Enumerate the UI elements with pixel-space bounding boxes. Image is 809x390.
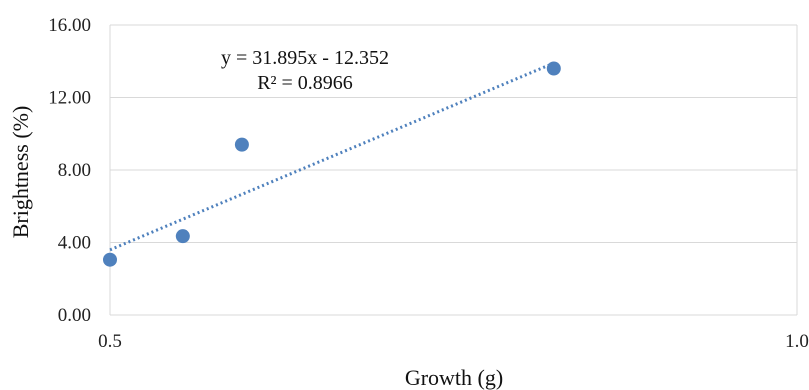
y-tick-label: 0.00 (58, 305, 91, 326)
data-point (234, 137, 249, 152)
data-points-layer (103, 61, 561, 267)
data-point (546, 61, 561, 76)
y-tick-label: 4.00 (58, 233, 91, 254)
y-tick-label: 8.00 (58, 160, 91, 181)
grid-layer (109, 24, 798, 316)
x-tick-label: 0.5 (98, 331, 122, 352)
data-point (175, 229, 190, 244)
trendline-equation: y = 31.895x - 12.352 (221, 47, 389, 69)
trendline-layer (109, 61, 555, 252)
y-axis-title: Brightness (%) (8, 106, 33, 239)
y-tick-label: 12.00 (48, 88, 91, 109)
trendline-r-squared: R² = 0.8966 (257, 72, 353, 94)
y-tick-label: 16.00 (48, 15, 91, 36)
x-axis-title: Growth (g) (405, 365, 503, 390)
x-tick-label: 1.0 (785, 331, 809, 352)
trendline (109, 61, 555, 252)
tick-labels-layer: 0.00 4.00 8.00 12.00 16.00 0.5 1.0 (48, 15, 809, 352)
data-point (103, 252, 117, 267)
